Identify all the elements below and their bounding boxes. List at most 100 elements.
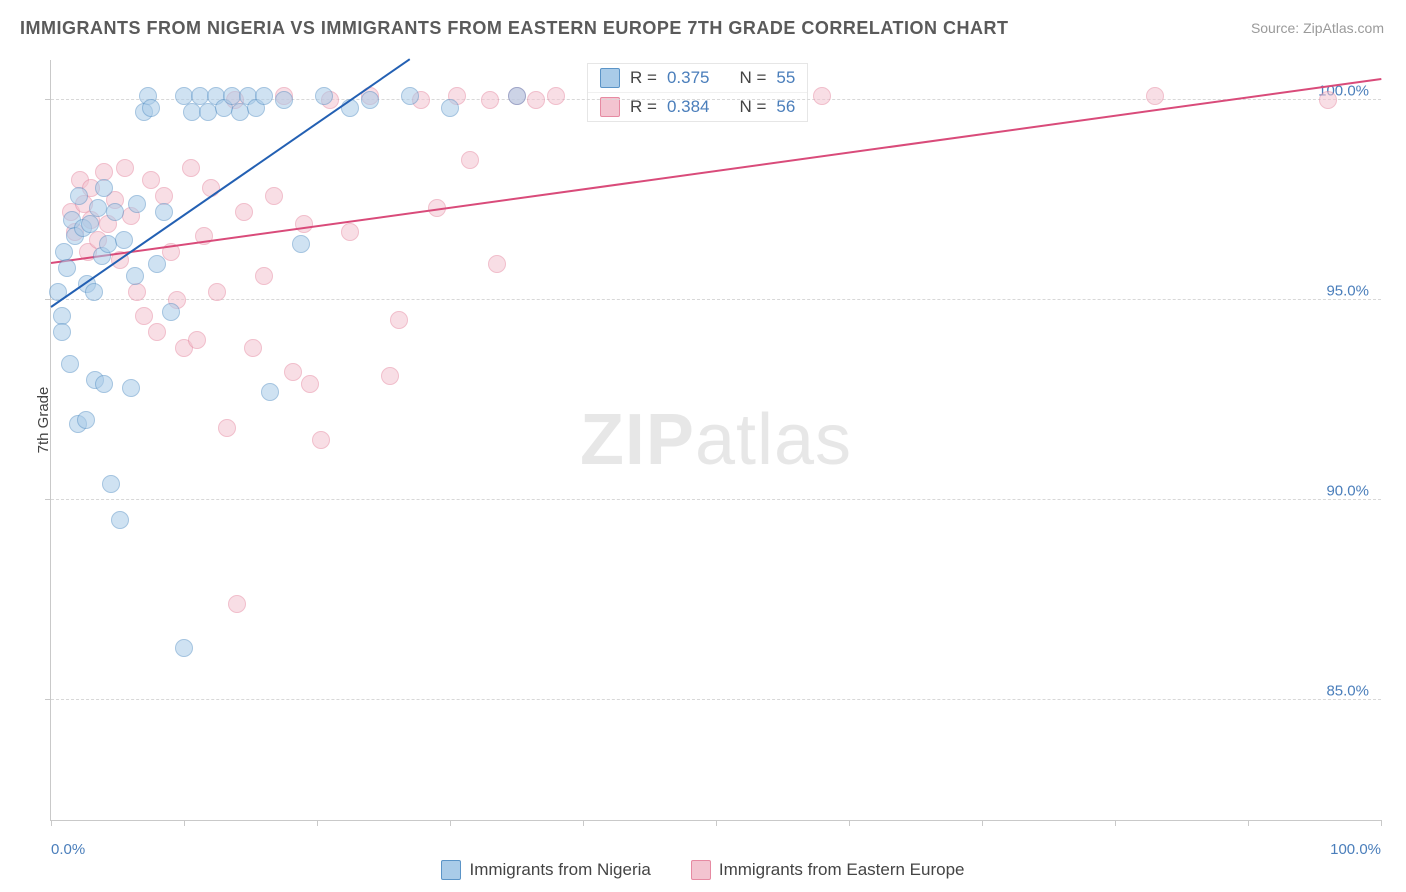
scatter-point-nigeria (115, 231, 133, 249)
swatch-nigeria (600, 68, 620, 88)
x-tick (849, 820, 850, 826)
legend-row-eastern-europe: R = 0.384 N = 56 (588, 92, 807, 121)
scatter-point-nigeria (361, 91, 379, 109)
scatter-point-nigeria (508, 87, 526, 105)
scatter-point-nigeria (175, 639, 193, 657)
x-tick (51, 820, 52, 826)
scatter-point-nigeria (53, 323, 71, 341)
r-value-nigeria: 0.375 (667, 68, 710, 88)
x-tick (583, 820, 584, 826)
scatter-point-nigeria (128, 195, 146, 213)
scatter-point-eastern-europe (148, 323, 166, 341)
scatter-point-nigeria (441, 99, 459, 117)
watermark: ZIPatlas (580, 399, 852, 481)
legend-label-eastern-europe: Immigrants from Eastern Europe (719, 860, 965, 880)
scatter-point-nigeria (261, 383, 279, 401)
swatch-eastern-europe (600, 97, 620, 117)
scatter-point-eastern-europe (142, 171, 160, 189)
y-tick (45, 299, 51, 300)
scatter-point-nigeria (95, 375, 113, 393)
scatter-point-nigeria (111, 511, 129, 529)
watermark-bold: ZIP (580, 400, 695, 480)
n-value-eastern-europe: 56 (776, 97, 795, 117)
scatter-point-eastern-europe (341, 223, 359, 241)
scatter-point-eastern-europe (390, 311, 408, 329)
scatter-point-eastern-europe (461, 151, 479, 169)
scatter-point-eastern-europe (218, 419, 236, 437)
scatter-point-nigeria (275, 91, 293, 109)
y-tick-label: 85.0% (1326, 683, 1369, 700)
gridline (51, 499, 1381, 500)
scatter-point-nigeria (292, 235, 310, 253)
scatter-point-eastern-europe (188, 331, 206, 349)
x-tick (716, 820, 717, 826)
series-legend: Immigrants from Nigeria Immigrants from … (0, 860, 1406, 880)
n-value-nigeria: 55 (776, 68, 795, 88)
watermark-light: atlas (695, 400, 852, 480)
scatter-point-eastern-europe (208, 283, 226, 301)
scatter-plot-area: ZIPatlas R = 0.375 N = 55 R = 0.384 N = … (50, 60, 1381, 821)
scatter-point-eastern-europe (265, 187, 283, 205)
scatter-point-eastern-europe (135, 307, 153, 325)
scatter-point-nigeria (255, 87, 273, 105)
gridline (51, 299, 1381, 300)
n-label: N = (739, 68, 766, 88)
scatter-point-eastern-europe (381, 367, 399, 385)
scatter-point-nigeria (77, 411, 95, 429)
scatter-point-nigeria (102, 475, 120, 493)
n-label: N = (739, 97, 766, 117)
scatter-point-eastern-europe (116, 159, 134, 177)
scatter-point-eastern-europe (488, 255, 506, 273)
scatter-point-nigeria (70, 187, 88, 205)
y-tick-label: 95.0% (1326, 283, 1369, 300)
y-tick (45, 499, 51, 500)
x-tick (1248, 820, 1249, 826)
scatter-point-eastern-europe (547, 87, 565, 105)
scatter-point-eastern-europe (128, 283, 146, 301)
scatter-point-eastern-europe (295, 215, 313, 233)
scatter-point-eastern-europe (244, 339, 262, 357)
y-tick (45, 99, 51, 100)
x-tick (317, 820, 318, 826)
r-label: R = (630, 68, 657, 88)
scatter-point-nigeria (162, 303, 180, 321)
gridline (51, 699, 1381, 700)
scatter-point-nigeria (106, 203, 124, 221)
scatter-point-eastern-europe (301, 375, 319, 393)
legend-row-nigeria: R = 0.375 N = 55 (588, 64, 807, 92)
source-attribution: Source: ZipAtlas.com (1251, 20, 1384, 36)
scatter-point-nigeria (142, 99, 160, 117)
x-tick (184, 820, 185, 826)
scatter-point-nigeria (315, 87, 333, 105)
scatter-point-eastern-europe (255, 267, 273, 285)
scatter-point-eastern-europe (312, 431, 330, 449)
scatter-point-eastern-europe (527, 91, 545, 109)
scatter-point-eastern-europe (228, 595, 246, 613)
scatter-point-nigeria (341, 99, 359, 117)
scatter-point-eastern-europe (481, 91, 499, 109)
scatter-point-nigeria (126, 267, 144, 285)
scatter-point-nigeria (89, 199, 107, 217)
y-tick (45, 699, 51, 700)
scatter-point-nigeria (155, 203, 173, 221)
swatch-eastern-europe-icon (691, 860, 711, 880)
scatter-point-eastern-europe (235, 203, 253, 221)
scatter-point-nigeria (148, 255, 166, 273)
scatter-point-eastern-europe (813, 87, 831, 105)
scatter-point-nigeria (81, 215, 99, 233)
x-tick (450, 820, 451, 826)
scatter-point-nigeria (95, 179, 113, 197)
scatter-point-nigeria (85, 283, 103, 301)
chart-title: IMMIGRANTS FROM NIGERIA VS IMMIGRANTS FR… (20, 18, 1009, 39)
x-tick-max: 100.0% (1330, 841, 1381, 858)
swatch-nigeria-icon (441, 860, 461, 880)
scatter-point-eastern-europe (182, 159, 200, 177)
x-tick-min: 0.0% (51, 841, 85, 858)
scatter-point-nigeria (61, 355, 79, 373)
scatter-point-nigeria (122, 379, 140, 397)
r-label: R = (630, 97, 657, 117)
legend-item-eastern-europe: Immigrants from Eastern Europe (691, 860, 965, 880)
x-tick (1115, 820, 1116, 826)
scatter-point-eastern-europe (284, 363, 302, 381)
legend-item-nigeria: Immigrants from Nigeria (441, 860, 650, 880)
